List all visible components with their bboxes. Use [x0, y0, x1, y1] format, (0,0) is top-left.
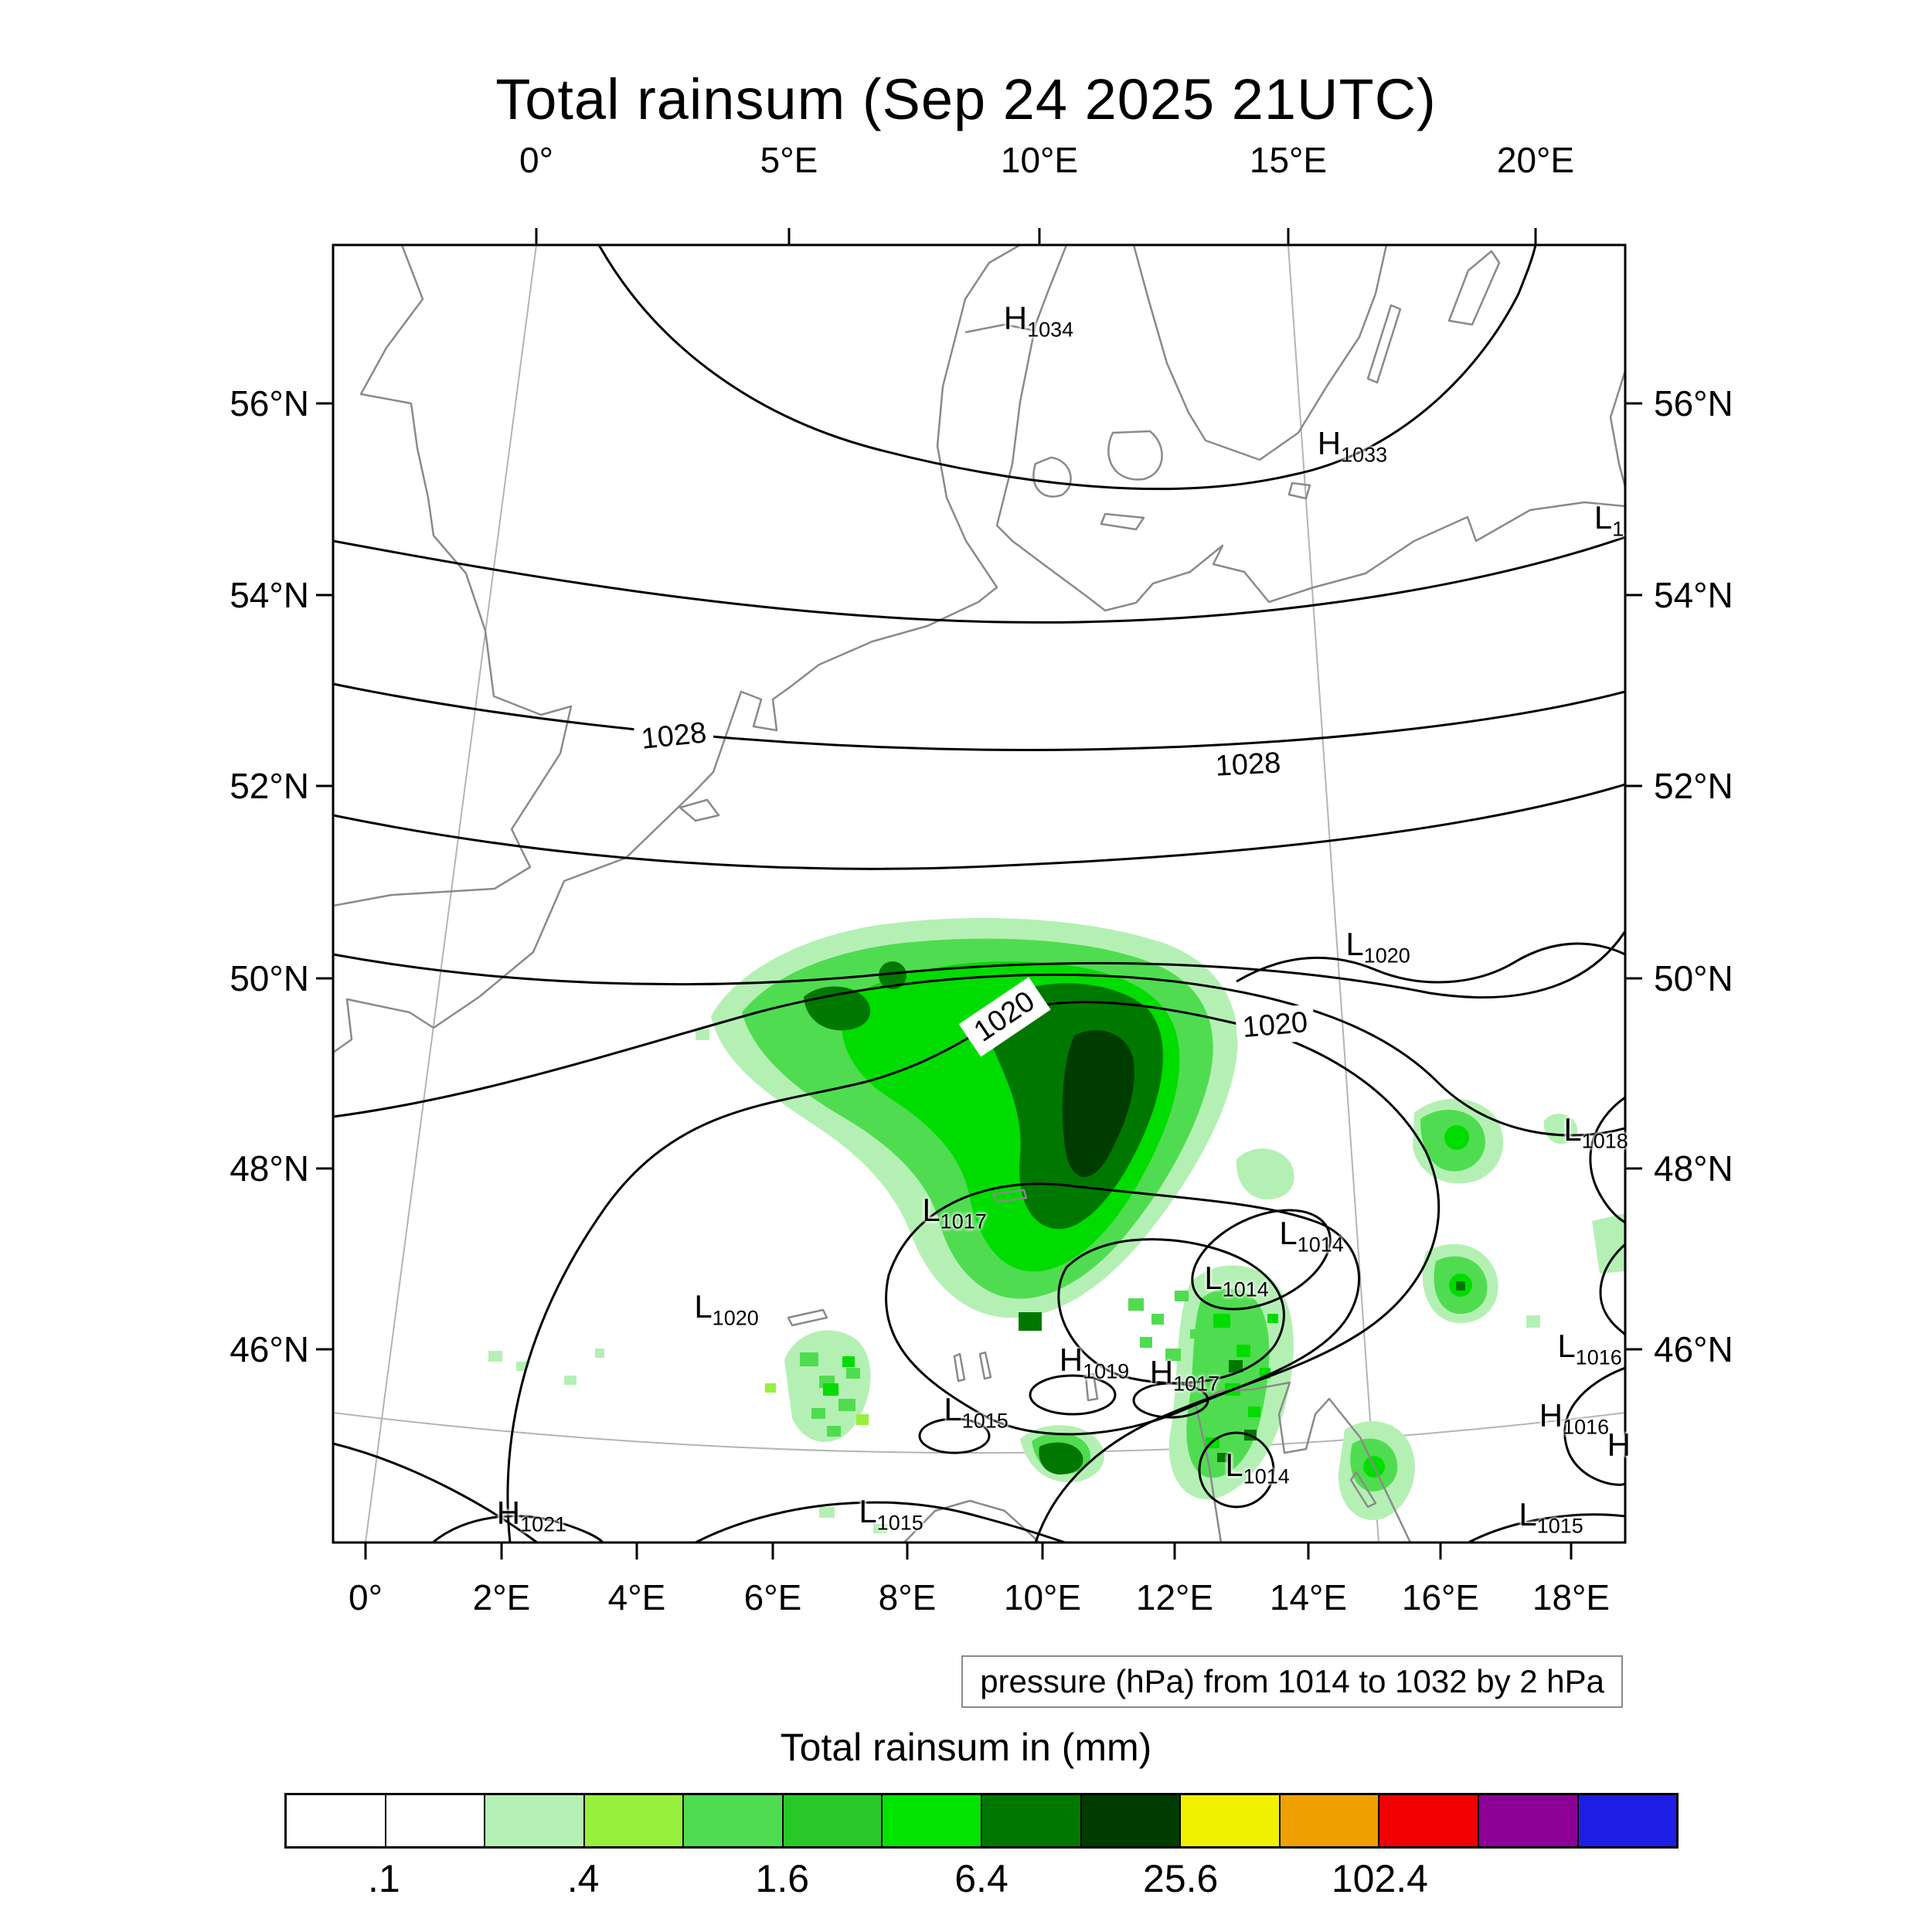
low-pressure-label: L1015: [1519, 1496, 1583, 1538]
right-axis-tick-label: 50°N: [1654, 958, 1733, 998]
colorbar-tick-label: .4: [566, 1857, 600, 1900]
low-pressure-label: L1: [1594, 499, 1624, 541]
colorbar-cell-9: [1179, 1795, 1279, 1846]
high-pressure-label: H: [1607, 1427, 1631, 1464]
colorbar-cell-7: [981, 1795, 1080, 1846]
colorbar-cell-10: [1278, 1795, 1379, 1846]
low-pressure-label: L1020: [694, 1288, 759, 1330]
left-axis-tick-label: 46°N: [230, 1329, 309, 1369]
high-pressure-label: H1021: [496, 1495, 567, 1536]
colorbar-tick-label: 25.6: [1143, 1857, 1219, 1900]
bottom-axis-tick-label: 12°E: [1135, 1577, 1214, 1617]
right-axis-tick-label: 52°N: [1654, 766, 1733, 806]
bottom-axis-tick-label: 16°E: [1401, 1577, 1480, 1617]
low-pressure-label: L1015: [859, 1493, 923, 1535]
bottom-axis-tick-label: 10°E: [1003, 1577, 1082, 1617]
top-axis-tick-label: 0°: [519, 140, 553, 180]
right-axis-tick-label: 48°N: [1654, 1148, 1733, 1189]
left-axis-tick-label: 56°N: [230, 383, 309, 423]
map-frame: [332, 243, 1627, 1544]
coastlines: [333, 245, 1625, 1543]
low-pressure-label: L1016: [1557, 1328, 1622, 1369]
high-pressure-label: H1016: [1539, 1397, 1610, 1439]
bottom-axis-tick-label: 0°: [349, 1577, 383, 1617]
right-axis-tick-label: 56°N: [1654, 383, 1733, 423]
axis-ticks: [316, 228, 1642, 1560]
colorbar-cell-3: [583, 1795, 683, 1846]
colorbar-cell-6: [881, 1795, 981, 1846]
contour-value-label: 1028: [1208, 744, 1288, 786]
graticule-lines: [333, 245, 1625, 1543]
colorbar-cell-13: [1577, 1795, 1677, 1846]
bottom-axis-tick-label: 8°E: [878, 1577, 937, 1617]
colorbar-tick-label: .1: [367, 1857, 400, 1900]
top-axis-tick-label: 15°E: [1249, 140, 1328, 180]
bottom-axis-tick-label: 14°E: [1269, 1577, 1348, 1617]
bottom-axis-tick-label: 6°E: [743, 1577, 802, 1617]
colorbar-tick-label: 1.6: [755, 1857, 810, 1900]
low-pressure-label: L1020: [1345, 926, 1410, 968]
high-pressure-label: H1019: [1059, 1342, 1130, 1383]
colorbar-cell-4: [682, 1795, 782, 1846]
high-pressure-label: H1017: [1149, 1354, 1220, 1396]
colorbar-cell-11: [1378, 1795, 1478, 1846]
bottom-axis-tick-label: 4°E: [607, 1577, 666, 1617]
colorbar-cell-1: [384, 1795, 485, 1846]
left-axis-tick-label: 52°N: [230, 766, 309, 806]
rain-layer: [488, 917, 1625, 1533]
rain-darkest: [1062, 1030, 1134, 1178]
high-pressure-label: H1033: [1317, 425, 1388, 467]
low-pressure-label: L1017: [922, 1192, 987, 1233]
low-pressure-label: L1015: [944, 1391, 1009, 1433]
pressure-caption: pressure (hPa) from 1014 to 1032 by 2 hP…: [961, 1655, 1623, 1708]
top-axis-tick-label: 20°E: [1496, 140, 1575, 180]
low-pressure-label: L1018: [1563, 1111, 1628, 1153]
bottom-axis-tick-label: 18°E: [1532, 1577, 1611, 1617]
low-pressure-label: L1014: [1279, 1215, 1344, 1257]
top-axis-tick-label: 5°E: [760, 140, 818, 180]
left-axis-tick-label: 50°N: [230, 958, 309, 998]
colorbar: [284, 1793, 1679, 1849]
colorbar-cell-0: [287, 1795, 385, 1846]
left-axis-tick-label: 54°N: [230, 575, 309, 615]
high-pressure-label: H1034: [1003, 300, 1074, 342]
top-axis-tick-label: 10°E: [1000, 140, 1079, 180]
right-axis-tick-label: 54°N: [1654, 575, 1733, 615]
colorbar-cell-8: [1080, 1795, 1180, 1846]
right-axis-tick-label: 46°N: [1654, 1329, 1733, 1369]
figure-title: Total rainsum (Sep 24 2025 21UTC): [495, 66, 1437, 131]
isobars: [333, 245, 1625, 1543]
colorbar-tick-label: 102.4: [1331, 1857, 1428, 1900]
bottom-axis-tick-label: 2°E: [472, 1577, 531, 1617]
left-axis-tick-label: 48°N: [230, 1148, 309, 1189]
contour-value-label: 1020: [1234, 1004, 1316, 1047]
colorbar-cell-12: [1477, 1795, 1577, 1846]
colorbar-title: Total rainsum in (mm): [780, 1726, 1152, 1769]
colorbar-tick-label: 6.4: [954, 1857, 1009, 1900]
colorbar-cell-5: [781, 1795, 882, 1846]
low-pressure-label: L1014: [1225, 1447, 1290, 1488]
low-pressure-label: L1014: [1204, 1260, 1269, 1301]
colorbar-cell-2: [484, 1795, 583, 1846]
